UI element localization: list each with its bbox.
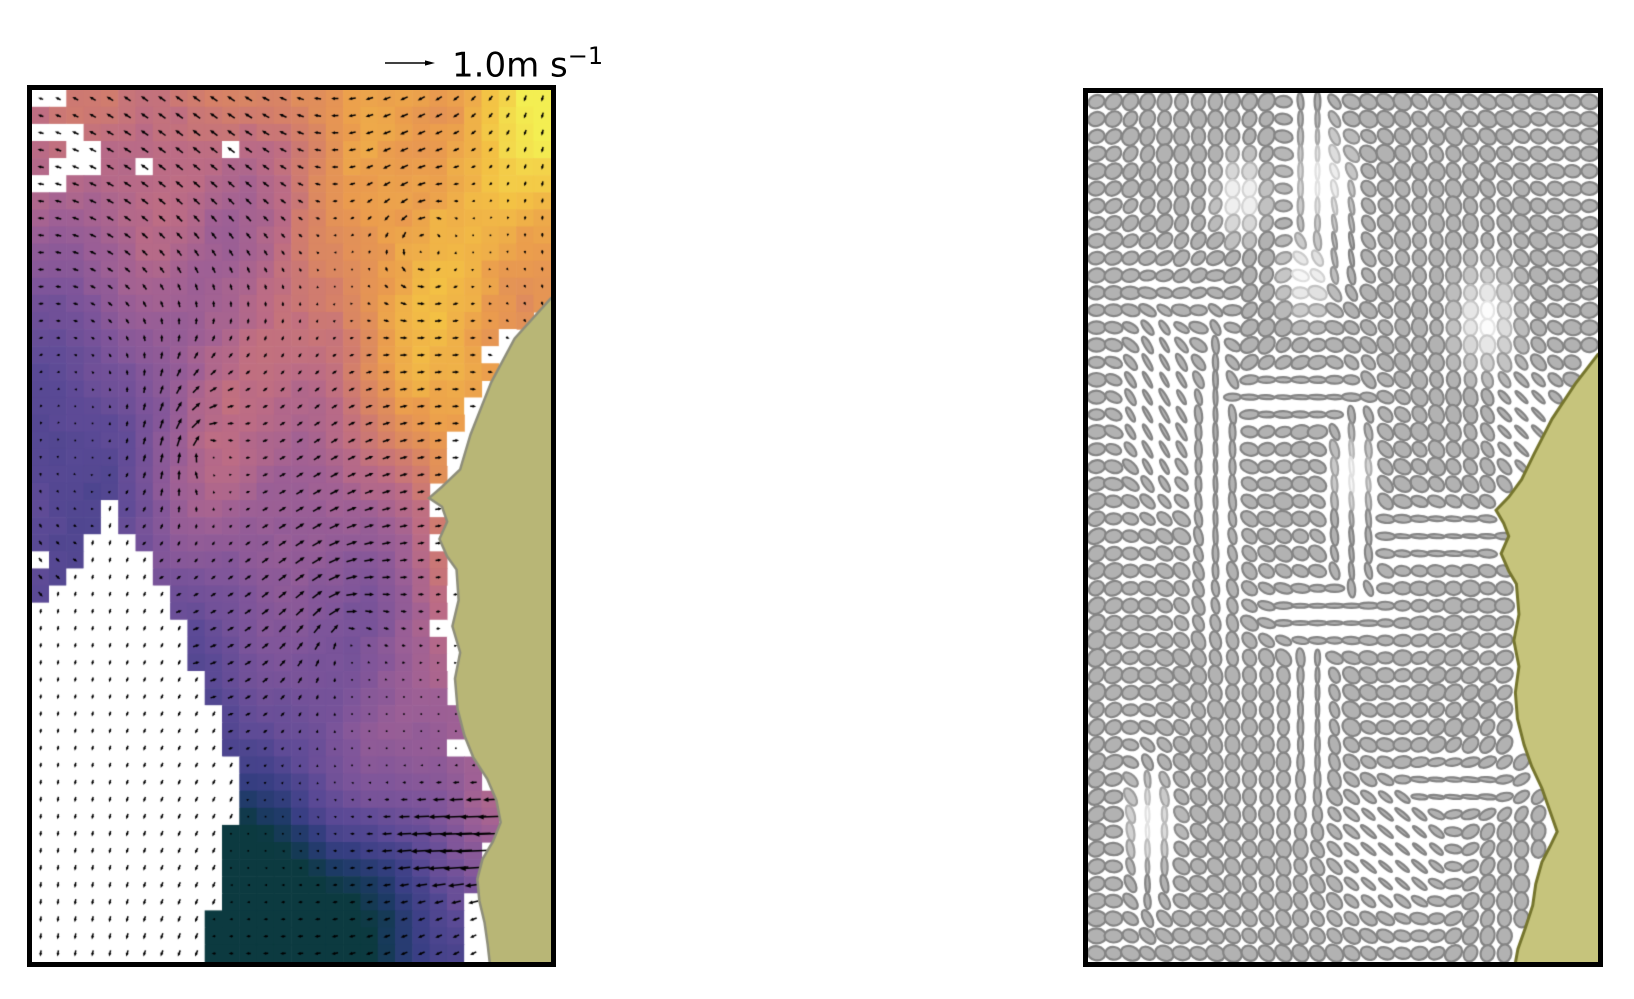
quiver-key-value: 1.0m s <box>452 45 568 86</box>
quiver-key-arrow-icon <box>385 60 435 66</box>
quiver-key: 1.0m s−1 <box>384 44 603 82</box>
velocity-quiver-canvas <box>27 85 556 967</box>
panel-velocity-quiver <box>27 85 556 967</box>
panel-variance-ellipses <box>1083 88 1603 967</box>
quiver-key-exponent: −1 <box>567 42 604 70</box>
variance-ellipse-canvas <box>1083 88 1603 967</box>
quiver-key-label: 1.0m s−1 <box>452 44 603 82</box>
